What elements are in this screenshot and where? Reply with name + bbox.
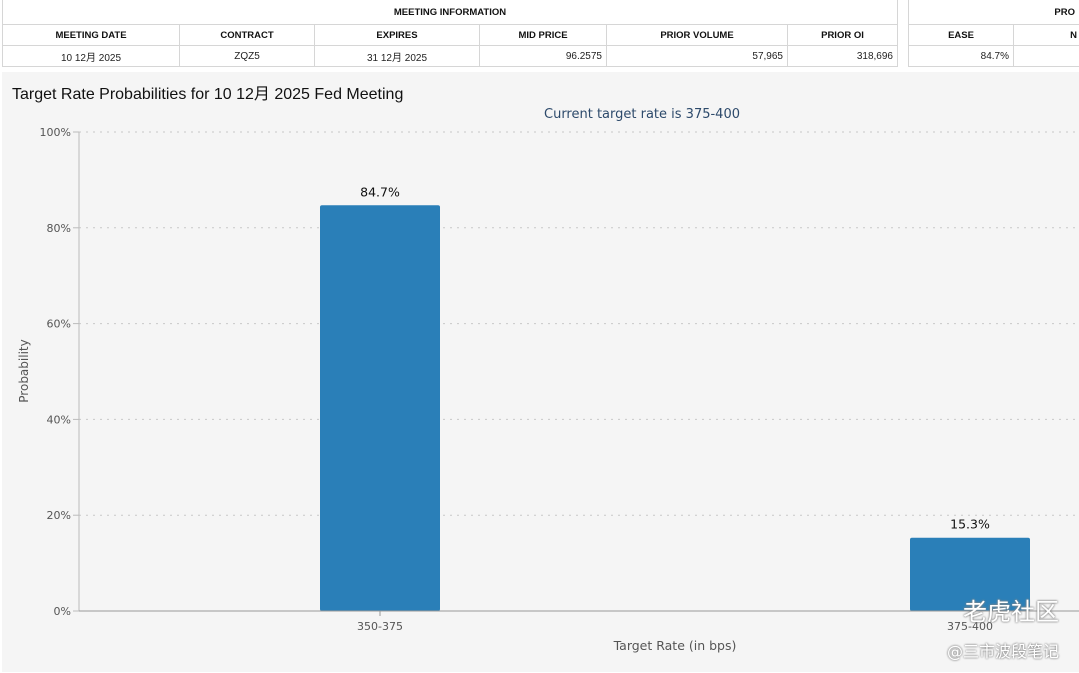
y-axis-label: Probability xyxy=(17,339,31,402)
x-axis-label: Target Rate (in bps) xyxy=(613,638,737,653)
cell-no-change xyxy=(1013,45,1079,67)
y-tick-label: 80% xyxy=(47,222,71,235)
cell-prior-volume: 57,965 xyxy=(606,45,788,67)
x-tick-label: 350-375 xyxy=(357,620,403,633)
y-tick-label: 20% xyxy=(47,509,71,522)
chart-title: Target Rate Probabilities for 10 12月 202… xyxy=(12,86,404,103)
cell-ease: 84.7% xyxy=(908,45,1014,67)
bar-value-labels: 84.7% 15.3% xyxy=(360,184,990,531)
bars xyxy=(320,205,1030,612)
cell-contract: ZQZ5 xyxy=(179,45,315,67)
bar-value-label: 84.7% xyxy=(360,184,400,199)
y-axis-ticks: 0% 20% 40% 60% 80% 100% xyxy=(40,126,79,618)
x-axis-ticks: 350-375 375-400 xyxy=(357,611,993,633)
bar-value-label: 15.3% xyxy=(950,517,990,532)
chart-panel xyxy=(2,72,1079,672)
watermark-author: @三市波段笔记 xyxy=(946,642,1059,661)
grid-lines xyxy=(79,131,1079,516)
x-tick-label: 375-400 xyxy=(947,620,993,633)
y-tick-label: 60% xyxy=(47,318,71,331)
watermark-brand: 老虎社区 xyxy=(963,598,1059,626)
cell-prior-oi: 318,696 xyxy=(787,45,898,67)
table-row: 10 12月 2025 ZQZ5 31 12月 2025 96.2575 57,… xyxy=(2,45,898,67)
probability-table: PRO EASE N 84.7% xyxy=(908,0,1079,67)
bar xyxy=(910,537,1030,611)
bar xyxy=(320,205,440,612)
y-tick-label: 40% xyxy=(47,413,71,426)
y-tick-label: 0% xyxy=(54,605,71,618)
cell-expires: 31 12月 2025 xyxy=(314,45,480,67)
probability-header: PRO xyxy=(908,0,1079,25)
chart-subtitle: Current target rate is 375-400 xyxy=(544,107,740,122)
meeting-info-table: MEETING INFORMATION MEETING DATE CONTRAC… xyxy=(2,0,898,67)
table-row: 84.7% xyxy=(908,45,1079,67)
y-tick-label: 100% xyxy=(40,126,71,139)
